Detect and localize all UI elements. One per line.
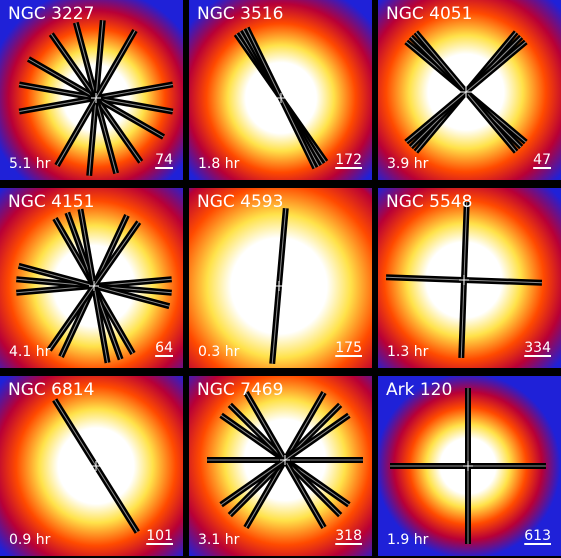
exposure-time: 4.1 hr	[9, 344, 51, 360]
scale-bar-label: 613	[524, 528, 551, 544]
exposure-time: 1.9 hr	[387, 532, 429, 548]
exposure-time: 1.3 hr	[387, 344, 429, 360]
galaxy-name: NGC 4593	[197, 192, 284, 212]
galaxy-name: Ark 120	[386, 380, 453, 400]
center-marker	[91, 461, 101, 471]
center-marker	[276, 93, 286, 103]
panel-ngc-4051: NGC 4051 3.9 hr 47	[378, 0, 561, 180]
scale-bar-label: 47	[533, 152, 551, 168]
center-marker	[463, 461, 473, 471]
panel-ngc-6814: NGC 6814 0.9 hr 101	[0, 376, 183, 556]
exposure-time: 5.1 hr	[9, 156, 51, 172]
galaxy-name: NGC 4151	[8, 192, 95, 212]
scale-bar-label: 334	[524, 340, 551, 356]
galaxy-image	[189, 376, 372, 556]
slit-overlay	[404, 30, 528, 154]
panel-ngc-4151: NGC 4151 4.1 hr 64	[0, 188, 183, 368]
galaxy-image	[0, 0, 183, 180]
galaxy-name: NGC 5548	[386, 192, 473, 212]
center-marker	[89, 281, 99, 291]
galaxy-image	[0, 188, 183, 368]
panel-ngc-7469: NGC 7469 3.1 hr 318	[189, 376, 372, 556]
galaxy-name: NGC 3516	[197, 4, 284, 24]
galaxy-image	[189, 0, 372, 180]
center-marker	[280, 455, 290, 465]
galaxy-image	[0, 376, 183, 556]
exposure-time: 3.1 hr	[198, 532, 240, 548]
panel-ngc-5548: NGC 5548 1.3 hr 334	[378, 188, 561, 368]
center-marker	[459, 275, 469, 285]
galaxy-image	[189, 188, 372, 368]
exposure-time: 0.9 hr	[9, 532, 51, 548]
galaxy-image	[378, 188, 561, 368]
panel-ngc-3516: NGC 3516 1.8 hr 172	[189, 0, 372, 180]
scale-bar-label: 64	[155, 340, 173, 356]
exposure-time: 1.8 hr	[198, 156, 240, 172]
center-marker	[91, 93, 101, 103]
galaxy-name: NGC 3227	[8, 4, 95, 24]
center-marker	[274, 281, 284, 291]
galaxy-name: NGC 6814	[8, 380, 95, 400]
scale-bar-label: 175	[335, 340, 362, 356]
panel-ngc-4593: NGC 4593 0.3 hr 175	[189, 188, 372, 368]
galaxy-name: NGC 4051	[386, 4, 473, 24]
galaxy-name: NGC 7469	[197, 380, 284, 400]
center-marker	[461, 87, 471, 97]
scale-bar-label: 318	[335, 528, 362, 544]
scale-bar-label: 101	[146, 528, 173, 544]
galaxy-image	[378, 0, 561, 180]
panel-ark-120: Ark 120 1.9 hr 613	[378, 376, 561, 556]
scale-bar-label: 74	[155, 152, 173, 168]
exposure-time: 0.3 hr	[198, 344, 240, 360]
galaxy-glow	[189, 0, 372, 180]
galaxy-image	[378, 376, 561, 556]
scale-bar-label: 172	[335, 152, 362, 168]
exposure-time: 3.9 hr	[387, 156, 429, 172]
panel-ngc-3227: NGC 3227 5.1 hr 74	[0, 0, 183, 180]
